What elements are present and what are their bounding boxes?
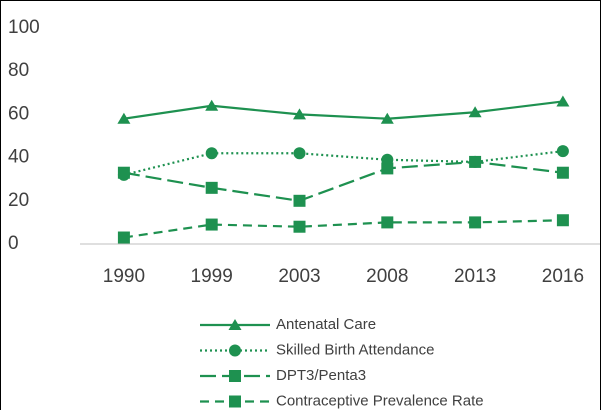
legend-marker bbox=[229, 344, 241, 357]
legend-marker bbox=[228, 319, 242, 330]
y-tick-label: 60 bbox=[8, 103, 29, 124]
legend-marker bbox=[229, 370, 241, 382]
marker bbox=[556, 95, 570, 107]
marker bbox=[293, 147, 306, 160]
marker bbox=[293, 108, 306, 120]
legend-label: DPT3/Penta3 bbox=[276, 367, 366, 384]
marker bbox=[293, 220, 306, 233]
marker bbox=[205, 181, 218, 194]
marker bbox=[556, 145, 569, 158]
legend-marker bbox=[229, 395, 241, 408]
x-tick-label: 2003 bbox=[278, 266, 320, 287]
y-tick-label: 20 bbox=[8, 190, 29, 211]
y-tick-label: 100 bbox=[8, 17, 40, 38]
marker bbox=[556, 214, 569, 227]
marker bbox=[381, 216, 394, 229]
marker bbox=[117, 112, 131, 124]
x-tick-label: 2016 bbox=[542, 266, 584, 287]
marker bbox=[205, 147, 218, 160]
series-line bbox=[123, 160, 564, 202]
series-line bbox=[123, 150, 564, 176]
legend-label: Antenatal Care bbox=[276, 316, 376, 333]
y-tick-label: 40 bbox=[8, 147, 29, 168]
x-tick-label: 2013 bbox=[454, 266, 496, 287]
legend-label: Skilled Birth Attendance bbox=[276, 341, 434, 358]
marker bbox=[117, 231, 130, 244]
series-line bbox=[123, 219, 563, 239]
y-tick-label: 0 bbox=[8, 233, 19, 254]
marker bbox=[117, 166, 130, 179]
marker bbox=[293, 194, 306, 207]
marker bbox=[469, 216, 482, 229]
legend-label: Contraceptive Prevalence Rate bbox=[276, 392, 484, 409]
x-tick-label: 2008 bbox=[366, 266, 408, 287]
y-tick-label: 80 bbox=[8, 60, 29, 81]
x-tick-label: 1990 bbox=[103, 266, 145, 287]
marker bbox=[469, 155, 482, 168]
marker bbox=[380, 112, 394, 124]
marker bbox=[381, 162, 394, 175]
marker bbox=[205, 218, 218, 231]
series-line bbox=[123, 100, 564, 120]
marker bbox=[556, 166, 569, 179]
marker bbox=[468, 106, 482, 118]
x-tick-label: 1999 bbox=[191, 266, 233, 287]
marker bbox=[205, 99, 219, 111]
